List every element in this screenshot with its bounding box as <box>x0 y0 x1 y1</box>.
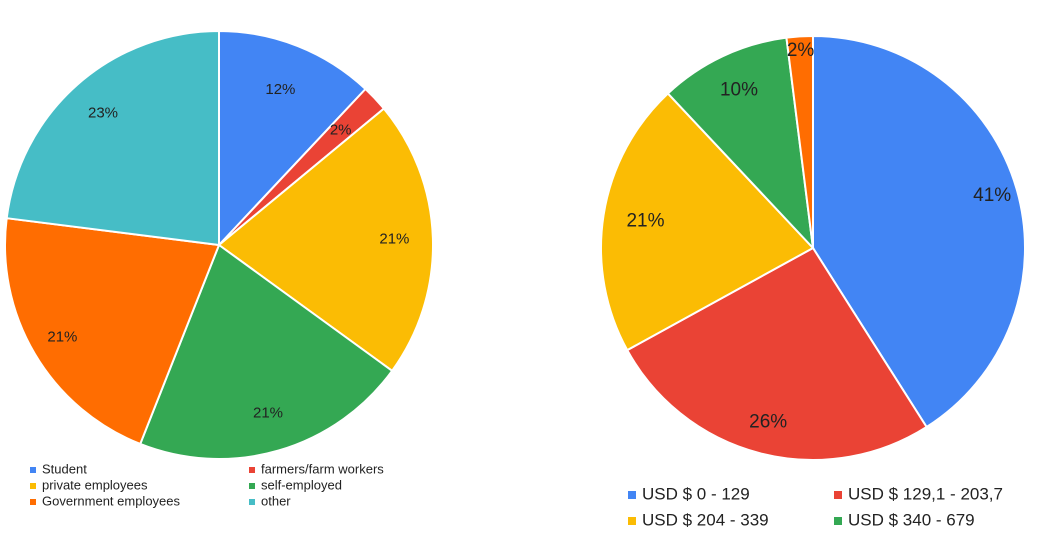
pie-slice-usd-340-679 <box>666 36 815 251</box>
data-label: 21% <box>47 329 77 346</box>
data-label: 26% <box>749 412 787 433</box>
legend-item-student: Student <box>30 461 87 476</box>
legend-item-farmers-farm-workers: farmers/farm workers <box>249 461 384 476</box>
legend-label: Student <box>42 461 87 476</box>
legend-swatch <box>249 499 255 505</box>
legend-income: USD $ 0 - 129 USD $ 129,1 - 203,7 USD $ 20… <box>628 484 1003 529</box>
pie-slice-usd-0-129 <box>812 34 1027 429</box>
legend-swatch <box>834 491 842 499</box>
legend-swatch <box>834 517 842 525</box>
legend-item-self-employed: self-employed <box>249 477 342 492</box>
data-label: 2% <box>787 40 815 61</box>
legend-swatch <box>30 483 36 489</box>
legend-label: USD $ 129,1 - 203,7 <box>848 484 1003 503</box>
data-label: 2% <box>330 122 352 139</box>
legend-item-other: other <box>249 493 291 508</box>
pie-slice-usd-129-1-203-7 <box>625 246 928 462</box>
legend-label: farmers/farm workers <box>261 461 384 476</box>
legend-swatch <box>628 491 636 499</box>
data-label: 10% <box>720 80 758 101</box>
data-label: 21% <box>253 404 283 421</box>
pie-chart-occupation: 12% 2% 21% 21% 21% 23% <box>4 29 434 460</box>
pie-slice-student <box>218 29 367 248</box>
legend-swatch <box>628 517 636 525</box>
data-label: 23% <box>88 104 118 121</box>
legend-label: USD $ 0 - 129 <box>642 484 750 503</box>
legend-label: Government employees <box>42 493 181 508</box>
legend-label: USD $ 340 - 679 <box>848 510 975 529</box>
data-label: 12% <box>265 81 295 98</box>
legend-occupation: Student farmers/farm workers private emplo… <box>30 461 384 508</box>
legend-item-usd-0-129: USD $ 0 - 129 <box>628 484 750 503</box>
pie-chart-income: 41% 26% 21% 10% 2% <box>600 34 1027 462</box>
legend-swatch <box>249 467 255 473</box>
legend-swatch <box>249 483 255 489</box>
legend-item-private-employees: private employees <box>30 477 148 492</box>
data-label: 41% <box>973 185 1011 206</box>
legend-swatch <box>30 467 36 473</box>
legend-label: other <box>261 493 291 508</box>
data-label: 21% <box>379 230 409 247</box>
legend-label: USD $ 204 - 339 <box>642 510 769 529</box>
pie-slice-government-employees <box>4 217 221 446</box>
data-label: 21% <box>626 211 664 232</box>
legend-item-usd-340-679: USD $ 340 - 679 <box>834 510 975 529</box>
legend-label: self-employed <box>261 477 342 492</box>
pie-slice-self-employed <box>138 243 394 460</box>
pie-slice-other <box>5 29 220 247</box>
pie-slice-private-employees <box>217 107 434 373</box>
legend-swatch <box>30 499 36 505</box>
legend-label: private employees <box>42 477 148 492</box>
legend-item-usd-129-1-203-7: USD $ 129,1 - 203,7 <box>834 484 1003 503</box>
legend-item-usd-204-339: USD $ 204 - 339 <box>628 510 769 529</box>
pie-slice-usd-204-339 <box>600 92 815 352</box>
pie-slice-unlabeled-4 <box>785 34 814 249</box>
legend-item-government-employees: Government employees <box>30 493 181 508</box>
